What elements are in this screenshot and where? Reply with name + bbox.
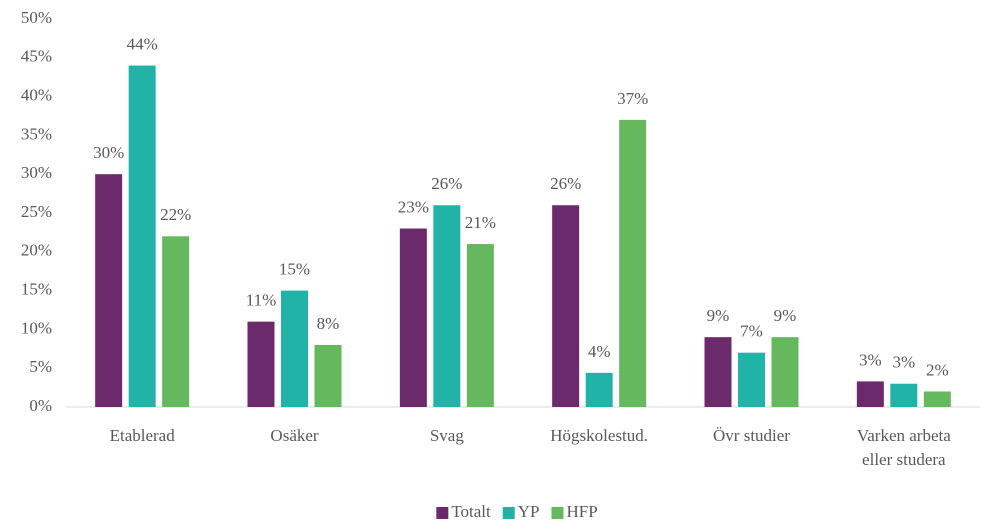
data-label: 2%: [926, 360, 949, 379]
x-tick-label: Övr studier: [713, 426, 790, 445]
y-tick-label: 45%: [21, 47, 52, 66]
bar: [619, 119, 647, 407]
data-label: 9%: [707, 306, 730, 325]
data-label: 4%: [588, 342, 611, 361]
bar: [552, 205, 580, 407]
x-tick-label: Osäker: [270, 426, 318, 445]
x-tick-label-line: Varken arbeta: [857, 426, 951, 445]
bar: [771, 337, 799, 407]
bar: [128, 65, 156, 407]
x-tick-label: Svag: [430, 426, 465, 445]
data-label: 22%: [160, 205, 191, 224]
y-tick-label: 35%: [21, 124, 52, 143]
legend-label: Totalt: [451, 502, 491, 521]
x-tick-label: Etablerad: [110, 426, 176, 445]
bar: [923, 391, 951, 407]
y-tick-label: 15%: [21, 280, 52, 299]
y-tick-label: 40%: [21, 86, 52, 105]
bar: [433, 205, 461, 407]
legend-swatch: [436, 507, 449, 519]
y-tick-label: 30%: [21, 163, 52, 182]
data-label: 23%: [398, 197, 429, 216]
bar: [281, 290, 308, 407]
legend-swatch: [502, 507, 515, 519]
bar: [162, 236, 190, 407]
legend-label: HFP: [566, 502, 597, 521]
bar: [585, 372, 613, 407]
data-label: 21%: [465, 213, 496, 232]
x-tick-label: Högskolestud.: [550, 426, 648, 445]
data-label: 9%: [774, 306, 797, 325]
data-label: 7%: [740, 322, 763, 341]
y-tick-label: 10%: [21, 318, 52, 337]
legend-swatch: [551, 507, 564, 519]
y-tick-label: 25%: [21, 202, 52, 221]
data-label: 15%: [279, 260, 310, 279]
data-label: 3%: [859, 350, 882, 369]
data-label: 26%: [431, 174, 462, 193]
y-tick-label: 5%: [29, 357, 52, 376]
data-label: 8%: [317, 314, 340, 333]
legend-item: HFP: [551, 502, 598, 521]
data-label: 37%: [617, 89, 648, 108]
bar: [466, 244, 494, 407]
x-tick-label: Varken arbeta eller studera: [857, 426, 951, 469]
bar: [399, 228, 427, 407]
legend-item: Totalt: [436, 502, 491, 521]
data-label: 3%: [892, 353, 915, 372]
x-tick-label-line: eller studera: [862, 450, 946, 469]
bar: [314, 344, 342, 407]
bar: [890, 383, 918, 407]
bar: [247, 321, 275, 407]
y-tick-label: 50%: [21, 8, 52, 27]
bar: [738, 352, 765, 407]
data-label: 11%: [246, 291, 277, 310]
data-label: 26%: [550, 174, 581, 193]
legend-label: YP: [518, 502, 540, 521]
bar: [95, 174, 123, 407]
bar: [856, 381, 884, 407]
bar: [704, 337, 732, 407]
legend-item: YP: [502, 502, 540, 521]
data-label: 30%: [93, 143, 124, 162]
y-tick-label: 0%: [29, 396, 52, 415]
y-tick-label: 20%: [21, 241, 52, 260]
data-label: 44%: [127, 34, 158, 53]
